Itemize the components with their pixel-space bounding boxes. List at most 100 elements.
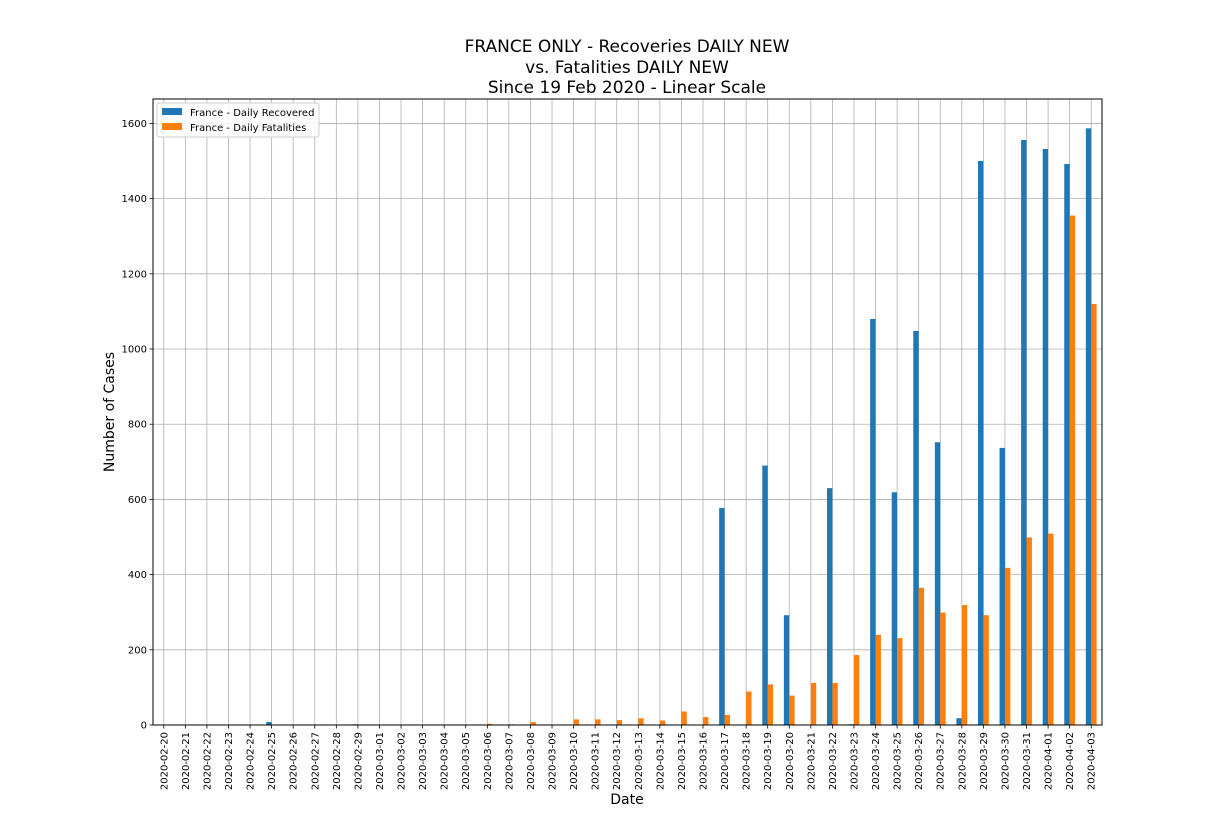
x-tick-label: 2020-03-02	[397, 732, 408, 790]
x-tick-label: 2020-03-15	[677, 732, 688, 790]
y-tick-label: 0	[141, 721, 147, 732]
x-tick-label: 2020-04-03	[1087, 732, 1098, 790]
bar-fatalities	[487, 723, 493, 725]
x-tick-label: 2020-03-23	[849, 732, 860, 790]
legend-label-fatalities: France - Daily Fatalities	[190, 123, 306, 134]
bar-fatalities	[595, 719, 601, 725]
y-tick-label: 200	[128, 645, 147, 656]
bar-recovered	[913, 330, 919, 725]
x-tick-label: 2020-03-24	[871, 732, 882, 790]
bar-fatalities	[918, 587, 925, 725]
x-axis-ticks: 2020-02-20 2020-02-21 2020-02-22 2020-02-23…	[159, 725, 1098, 790]
bar-fatalities	[875, 634, 881, 725]
x-tick-label: 2020-03-31	[1022, 732, 1033, 790]
x-tick-label: 2020-02-27	[310, 732, 321, 790]
bar-fatalities	[530, 721, 536, 725]
x-tick-label: 2020-02-26	[289, 732, 300, 790]
chart-title-line-3: Since 19 Feb 2020 - Linear Scale	[488, 78, 766, 98]
x-tick-label: 2020-03-13	[634, 732, 645, 790]
bar-fatalities	[897, 638, 903, 725]
bar-fatalities	[832, 682, 838, 725]
legend-swatch-recovered	[162, 108, 182, 115]
x-tick-label: 2020-03-16	[698, 732, 709, 790]
y-tick-label: 1200	[122, 269, 147, 280]
bar-fatalities	[1048, 533, 1054, 725]
bar-fatalities	[810, 682, 817, 725]
y-tick-label: 1600	[122, 119, 147, 130]
bar-fatalities	[1091, 303, 1097, 725]
x-tick-label: 2020-03-09	[548, 732, 559, 790]
bar-fatalities	[940, 612, 946, 725]
bar-fatalities	[983, 615, 989, 725]
x-tick-label: 2020-03-06	[483, 732, 494, 790]
x-tick-label: 2020-03-10	[569, 732, 580, 790]
x-tick-label: 2020-02-22	[202, 732, 213, 790]
bar-recovered	[1042, 149, 1049, 725]
x-tick-label: 2020-02-29	[353, 732, 364, 790]
x-tick-label: 2020-02-25	[267, 732, 278, 790]
y-tick-label: 800	[128, 420, 147, 431]
y-axis-label: Number of Cases	[102, 352, 118, 472]
bar-recovered	[999, 447, 1005, 725]
legend-swatch-fatalities	[162, 123, 182, 130]
x-tick-label: 2020-03-03	[418, 732, 429, 790]
bar-recovered	[934, 442, 941, 725]
bar-fatalities	[853, 655, 860, 725]
bar-fatalities	[1004, 567, 1011, 725]
x-tick-label: 2020-03-08	[526, 732, 537, 790]
y-tick-label: 1000	[122, 345, 147, 356]
bar-recovered	[783, 615, 790, 725]
bar-fatalities	[573, 719, 579, 725]
x-tick-label: 2020-04-01	[1044, 732, 1055, 790]
y-tick-label: 600	[128, 495, 147, 506]
x-tick-label: 2020-03-11	[591, 732, 602, 790]
bar-fatalities	[1026, 537, 1032, 725]
bar-fatalities	[638, 718, 644, 725]
x-tick-label: 2020-03-30	[1000, 732, 1011, 790]
chart-title-line-1: FRANCE ONLY - Recoveries DAILY NEW	[465, 37, 790, 57]
bar-recovered	[719, 508, 725, 725]
x-tick-label: 2020-03-27	[936, 732, 947, 790]
y-tick-label: 1400	[122, 194, 147, 205]
bars-layer	[266, 128, 1097, 726]
bar-recovered	[266, 721, 272, 725]
x-tick-label: 2020-03-12	[612, 732, 623, 790]
bar-recovered	[956, 718, 962, 725]
x-tick-label: 2020-03-21	[806, 732, 817, 790]
bar-recovered	[1064, 164, 1070, 726]
x-tick-label: 2020-03-14	[655, 732, 666, 790]
bar-recovered	[827, 488, 833, 725]
bar-recovered	[870, 318, 876, 725]
bar-recovered	[1085, 128, 1092, 726]
x-tick-label: 2020-03-20	[785, 732, 796, 790]
x-tick-label: 2020-03-01	[375, 732, 386, 790]
bar-fatalities	[724, 714, 730, 725]
bar-fatalities	[961, 605, 968, 725]
plot-frame	[152, 98, 1103, 726]
bar-fatalities	[746, 691, 752, 725]
x-tick-label: 2020-03-26	[914, 732, 925, 790]
bar-recovered	[977, 161, 984, 726]
x-tick-label: 2020-03-28	[957, 732, 968, 790]
x-tick-label: 2020-03-07	[504, 732, 515, 790]
chart-title-line-2: vs. Fatalities DAILY NEW	[525, 58, 729, 78]
x-tick-label: 2020-02-20	[159, 732, 170, 790]
x-tick-label: 2020-03-17	[720, 732, 731, 790]
y-axis-ticks: 0 200 400 600 800 1000 1200 1400 1600	[122, 119, 153, 732]
bar-fatalities	[616, 720, 623, 725]
bar-recovered	[762, 465, 768, 725]
bar-fatalities	[767, 684, 774, 725]
x-tick-label: 2020-03-25	[893, 732, 904, 790]
x-tick-label: 2020-02-28	[332, 732, 343, 790]
x-tick-label: 2020-03-22	[828, 732, 839, 790]
x-tick-label: 2020-04-02	[1065, 732, 1076, 790]
x-axis-label: Date	[610, 792, 643, 808]
x-tick-label: 2020-03-05	[461, 732, 472, 790]
legend-box	[156, 102, 320, 138]
bar-recovered	[891, 492, 898, 725]
x-tick-label: 2020-03-04	[440, 732, 451, 790]
bar-fatalities	[681, 711, 687, 725]
bar-fatalities	[1069, 215, 1076, 725]
